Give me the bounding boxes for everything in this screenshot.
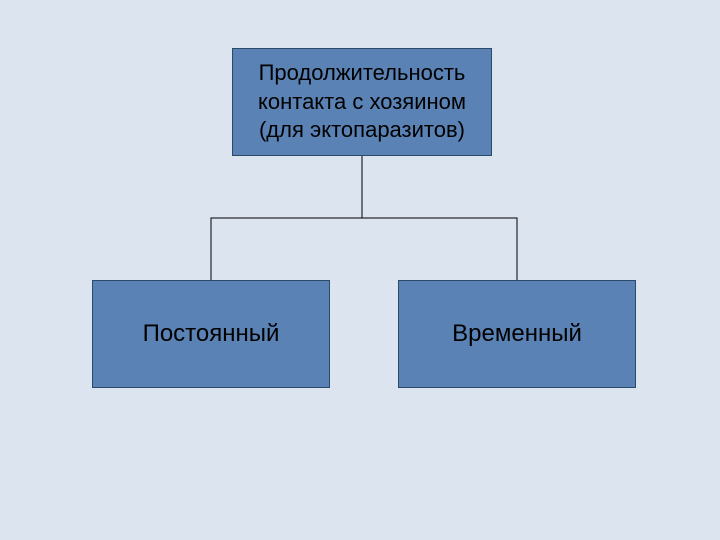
- root-node: Продолжительность контакта с хозяином (д…: [232, 48, 492, 156]
- child-node-left-label: Постоянный: [143, 320, 280, 348]
- root-node-label: Продолжительность контакта с хозяином (д…: [241, 59, 483, 145]
- child-node-left: Постоянный: [92, 280, 330, 388]
- child-node-right-label: Временный: [452, 320, 582, 348]
- child-node-right: Временный: [398, 280, 636, 388]
- connector-right: [362, 156, 517, 280]
- connector-left: [211, 156, 362, 280]
